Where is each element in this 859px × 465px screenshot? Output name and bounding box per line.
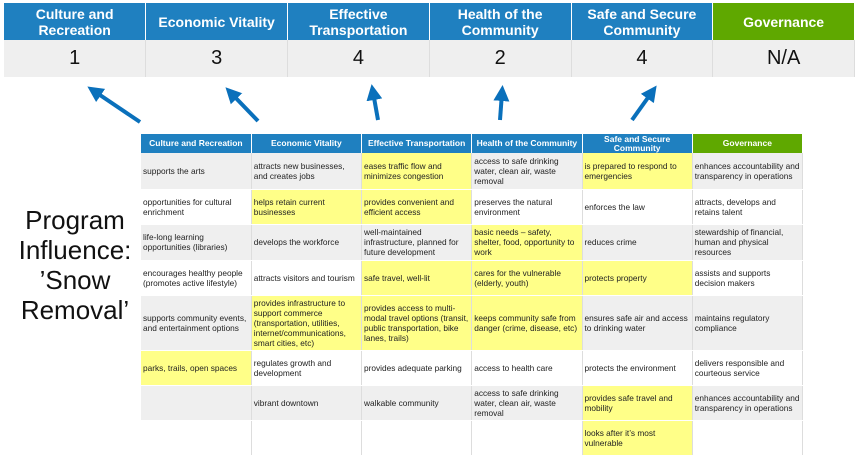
table-row: supports the arts attracts new businesses…	[141, 153, 804, 190]
summary-value-governance: N/A	[712, 40, 855, 77]
matrix-header-governance: Governance	[692, 134, 804, 153]
label-line: Program	[25, 205, 125, 235]
table-cell: enforces the law	[582, 189, 693, 225]
table-cell: attracts visitors and tourism	[251, 260, 363, 296]
arrow-transportation	[366, 84, 383, 121]
table-row: opportunities for cultural enrichment hel…	[141, 189, 804, 225]
table-cell: reduces crime	[582, 224, 693, 261]
table-row: vibrant downtown walkable community access…	[141, 385, 804, 421]
program-influence-label: Program Influence: ’Snow Removal’	[0, 205, 150, 325]
table-cell: walkable community	[361, 385, 473, 421]
table-cell: protects property	[582, 260, 693, 296]
table-cell: enhances accountability and transparency…	[692, 385, 804, 421]
matrix-header-transportation: Effective Transportation	[361, 134, 473, 153]
table-cell: assists and supports decision makers	[692, 260, 804, 296]
summary-header-culture: Culture and Recreation	[4, 3, 147, 40]
table-cell: provides safe travel and mobility	[582, 385, 693, 421]
table-cell: supports the arts	[141, 153, 252, 190]
arrow-culture	[87, 86, 142, 124]
label-line: Influence:	[18, 235, 132, 265]
arrow-safe	[630, 85, 657, 122]
table-row: life-long learning opportunities (librar…	[141, 224, 804, 261]
table-cell	[692, 420, 804, 456]
table-cell: cares for the vulnerable (elderly, youth…	[471, 260, 583, 296]
table-cell	[251, 420, 363, 456]
table-cell: helps retain current businesses	[251, 189, 363, 225]
summary-value-culture: 1	[4, 40, 147, 77]
table-cell: enhances accountability and transparency…	[692, 153, 804, 190]
table-cell: provides access to multi-modal travel op…	[361, 295, 473, 351]
table-cell: delivers responsible and courteous servi…	[692, 350, 804, 386]
table-cell: opportunities for cultural enrichment	[141, 189, 252, 225]
table-cell: maintains regulatory compliance	[692, 295, 804, 351]
arrow-economic	[225, 87, 260, 123]
summary-header-health: Health of the Community	[429, 3, 572, 40]
table-cell: basic needs – safety, shelter, food, opp…	[471, 224, 583, 261]
summary-header-economic: Economic Vitality	[145, 3, 288, 40]
summary-header-governance: Governance	[712, 3, 855, 40]
table-cell: is prepared to respond to emergencies	[582, 153, 693, 190]
table-cell: regulates growth and development	[251, 350, 363, 386]
table-cell	[141, 385, 252, 421]
table-cell: encourages healthy people (promotes acti…	[141, 260, 252, 296]
table-cell	[361, 420, 473, 456]
table-cell: life-long learning opportunities (librar…	[141, 224, 252, 261]
table-cell: vibrant downtown	[251, 385, 363, 421]
table-cell: access to safe drinking water, clean air…	[471, 385, 583, 421]
table-cell: safe travel, well-lit	[361, 260, 473, 296]
label-line: Removal’	[20, 295, 130, 325]
table-cell: attracts, develops and retains talent	[692, 189, 804, 225]
summary-header-transportation: Effective Transportation	[287, 3, 430, 40]
matrix-header-health: Health of the Community	[471, 134, 583, 153]
summary-value-transportation: 4	[287, 40, 430, 77]
table-cell: keeps community safe from danger (crime,…	[471, 295, 583, 351]
program-matrix-table: Culture and Recreation Economic Vitality…	[141, 134, 804, 456]
influence-summary-table: Culture and Recreation Economic Vitality…	[4, 3, 855, 77]
table-cell: provides adequate parking	[361, 350, 473, 386]
label-line: ’Snow	[39, 265, 111, 295]
table-cell: access to safe drinking water, clean air…	[471, 153, 583, 190]
table-cell: supports community events, and entertain…	[141, 295, 252, 351]
table-cell: access to health care	[471, 350, 583, 386]
table-cell: well-maintained infrastructure, planned …	[361, 224, 473, 261]
arrow-health	[493, 85, 510, 121]
table-cell: provides convenient and efficient access	[361, 189, 473, 225]
table-cell: ensures safe air and access to drinking …	[582, 295, 693, 351]
table-cell: provides infrastructure to support comme…	[251, 295, 363, 351]
table-cell: develops the workforce	[251, 224, 363, 261]
table-row: encourages healthy people (promotes acti…	[141, 260, 804, 296]
table-cell	[141, 420, 252, 456]
summary-value-safe: 4	[571, 40, 714, 77]
table-cell: preserves the natural environment	[471, 189, 583, 225]
table-cell: protects the environment	[582, 350, 693, 386]
table-row: looks after it’s most vulnerable	[141, 420, 804, 456]
summary-header-safe: Safe and Secure Community	[571, 3, 714, 40]
table-cell: eases traffic flow and minimizes congest…	[361, 153, 473, 190]
matrix-header-economic: Economic Vitality	[251, 134, 363, 153]
matrix-header-culture: Culture and Recreation	[141, 134, 252, 153]
table-row: supports community events, and entertain…	[141, 295, 804, 351]
table-cell	[471, 420, 583, 456]
summary-value-economic: 3	[145, 40, 288, 77]
table-cell: parks, trails, open spaces	[141, 350, 252, 386]
table-cell: looks after it’s most vulnerable	[582, 420, 693, 456]
table-cell: attracts new businesses, and creates job…	[251, 153, 363, 190]
table-row: parks, trails, open spaces regulates grow…	[141, 350, 804, 386]
matrix-header-safe: Safe and Secure Community	[582, 134, 693, 153]
table-cell: stewardship of financial, human and phys…	[692, 224, 804, 261]
summary-value-health: 2	[429, 40, 572, 77]
